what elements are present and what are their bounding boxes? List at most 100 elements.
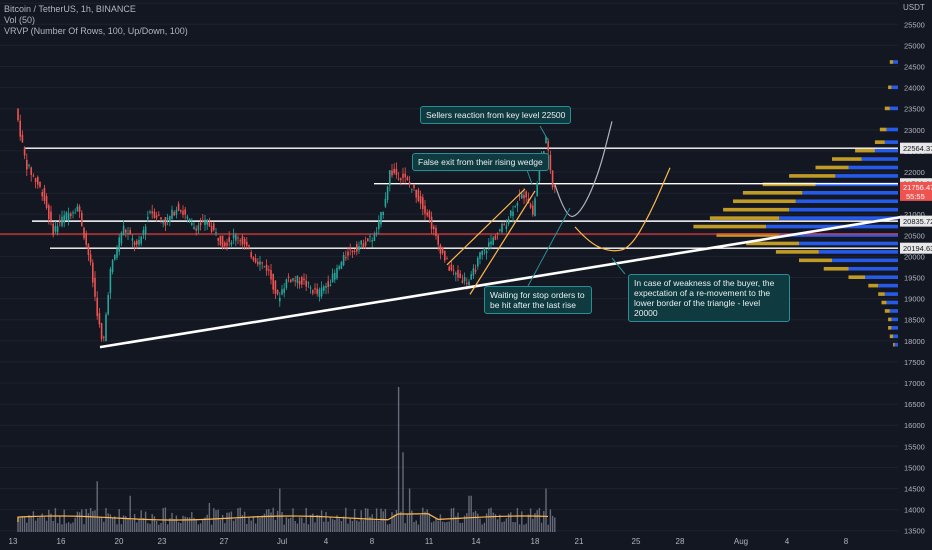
volume-bar [248, 517, 250, 532]
candle-body [92, 262, 94, 283]
candle-body [492, 237, 494, 245]
volume-bar [468, 495, 470, 532]
candle-body [257, 261, 259, 265]
candle-body [45, 196, 48, 208]
profile-bar-up [884, 292, 898, 296]
candle-body [131, 238, 134, 241]
profile-bar-up [891, 317, 898, 322]
candle-body [411, 188, 413, 190]
candle-body [303, 278, 305, 281]
candle-body [514, 205, 516, 207]
symbol-title[interactable]: Bitcoin / TetherUS, 1h, BINANCE [4, 4, 136, 14]
time-axis[interactable]: 13 16 20 23 27 Jul 4 8 11 14 18 21 25 28 Aug 4 8 [9, 537, 849, 546]
volume-bar [89, 507, 92, 532]
volume-bar [501, 522, 503, 532]
annotation-buyer-weakness[interactable]: In case of weakness of the buyer, the ex… [628, 274, 790, 322]
volume-indicator-label[interactable]: Vol (50) [4, 15, 36, 25]
candle-body [254, 258, 257, 263]
profile-bar-down [815, 165, 849, 170]
wedge-line [469, 190, 536, 295]
drawings[interactable] [99, 121, 932, 349]
candle-body [545, 136, 547, 144]
candle-body [261, 262, 263, 264]
annotation-false-exit[interactable]: False exit from their rising wedge [412, 153, 549, 171]
volume-bar [169, 518, 171, 532]
volume-bar [510, 512, 512, 532]
volume-bar [417, 524, 420, 532]
price-axis[interactable]: USDT 13500 14000 14500 15000 15500 16000 16500 1… [900, 0, 932, 550]
profile-bar-up [893, 334, 898, 339]
volume-bar [21, 516, 24, 532]
volume-bar [521, 511, 523, 532]
profile-bar-up [779, 216, 898, 220]
candle-body [534, 198, 536, 217]
annotation-sellers-reaction[interactable]: Sellers reaction from key level 22500 [420, 106, 572, 124]
volume-bar [26, 522, 28, 532]
volume-bar [446, 522, 448, 532]
profile-bar-down [693, 224, 766, 229]
candle-body [204, 219, 206, 226]
profile-bar-down [723, 207, 790, 212]
candle-body [162, 222, 164, 224]
volume-bar [151, 514, 153, 532]
candle-body [419, 196, 422, 204]
profile-bar-down [884, 106, 890, 111]
volume-bar [41, 513, 43, 532]
profile-bar-up [818, 250, 898, 254]
horizontal-levels[interactable] [0, 147, 898, 249]
candle-body [329, 284, 332, 287]
volume-bar [232, 520, 235, 532]
candle-body [144, 226, 147, 235]
candle-body [320, 287, 323, 297]
profile-bar-down [848, 275, 865, 279]
candle-body [23, 147, 26, 156]
level-price-tag [900, 242, 932, 254]
profile-bar-up [832, 258, 898, 263]
candle-body [138, 239, 140, 245]
volume-bar [235, 518, 237, 532]
candle-body [433, 226, 435, 230]
volume-bar [373, 520, 376, 532]
annotation-stop-orders[interactable]: Waiting for stop orders to be hit after … [484, 286, 592, 314]
candle-body [415, 189, 417, 198]
time-tick-label: 4 [324, 537, 329, 546]
candle-body [228, 237, 230, 242]
volume-bar [389, 523, 391, 532]
profile-bar-up [795, 199, 898, 204]
volume-bar [340, 521, 343, 532]
price-tick-label: 25500 [904, 20, 925, 29]
candle-body [549, 154, 552, 171]
price-tick-label: 22000 [904, 168, 925, 177]
candle-body [510, 210, 512, 216]
candle-body [41, 192, 43, 197]
vrvp-indicator-label[interactable]: VRVP (Number Of Rows, 100, Up/Down, 100) [4, 26, 188, 36]
candle-body [499, 229, 501, 231]
profile-bar-up [878, 283, 898, 288]
volume-bar [393, 514, 395, 532]
volume-bar [397, 387, 400, 532]
volume-bar [224, 523, 226, 532]
volume-bar [171, 512, 173, 532]
volume-bar [17, 517, 19, 532]
volume-bar [48, 509, 50, 532]
candle-body [208, 221, 211, 227]
volume-bar [512, 522, 514, 532]
candle-body [70, 213, 72, 216]
candle-body [61, 216, 63, 226]
volume-bar [206, 514, 208, 532]
time-tick-label: 23 [158, 537, 167, 546]
candle-body [274, 280, 277, 294]
time-tick-label: 13 [9, 537, 18, 546]
candle-body [516, 203, 519, 206]
candle-body [241, 236, 244, 245]
candle-body [397, 178, 400, 180]
candle-body [523, 194, 525, 199]
volume-bar [239, 507, 241, 532]
volume-bar [180, 522, 182, 532]
volume-bar [360, 510, 362, 532]
profile-bar-up [893, 60, 898, 64]
candle-body [536, 182, 538, 197]
candle-body [463, 277, 466, 282]
volume-bar [34, 520, 37, 532]
